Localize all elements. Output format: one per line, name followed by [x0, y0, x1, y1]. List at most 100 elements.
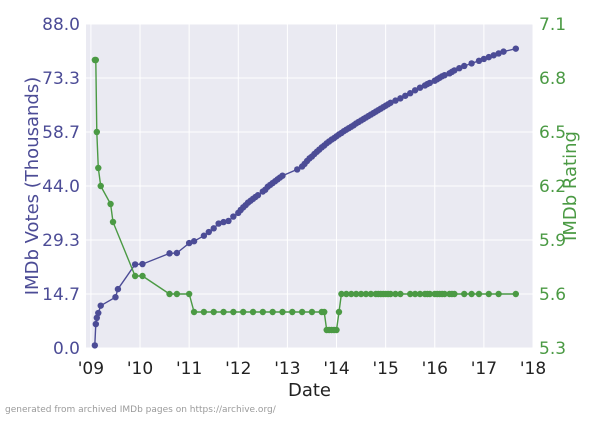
- rating-point: [269, 308, 276, 316]
- rating-point: [397, 290, 404, 298]
- votes-point: [456, 64, 463, 72]
- votes-point: [426, 79, 434, 87]
- votes-point: [91, 342, 99, 349]
- rating-point: [289, 308, 296, 316]
- x-tick-label: '16: [422, 359, 448, 379]
- rating-point: [338, 290, 345, 298]
- rating-point: [200, 308, 208, 316]
- rating-point: [485, 290, 492, 298]
- x-tick-label: '09: [78, 359, 104, 379]
- x-tick-label: '10: [127, 359, 153, 379]
- votes-point: [490, 52, 497, 59]
- votes-point: [254, 192, 262, 199]
- rating-point: [92, 56, 100, 64]
- y2-tick-label: 6.8: [539, 69, 566, 89]
- rating-point: [512, 290, 520, 298]
- votes-point: [512, 45, 520, 52]
- rating-point: [387, 290, 394, 298]
- y-tick-label: 44.0: [42, 177, 80, 197]
- rating-point: [475, 290, 483, 298]
- rating-point: [495, 290, 502, 298]
- votes-point: [397, 95, 404, 102]
- y-tick-label: 0.0: [53, 339, 80, 359]
- y2-tick-label: 5.9: [539, 231, 566, 251]
- votes-point: [114, 285, 122, 293]
- votes-point: [97, 302, 104, 309]
- rating-point: [173, 290, 181, 298]
- votes-point: [185, 239, 193, 247]
- rating-point: [93, 128, 101, 136]
- y2-tick-label: 5.3: [539, 339, 566, 359]
- votes-point: [173, 249, 181, 257]
- votes-point: [166, 250, 173, 257]
- rating-point: [411, 290, 419, 298]
- footer-note: generated from archived IMDb pages on ht…: [5, 405, 276, 415]
- rating-point: [333, 326, 340, 334]
- rating-point: [416, 290, 424, 298]
- x-tick-label: '18: [520, 359, 546, 379]
- votes-point: [416, 84, 424, 91]
- x-tick-label: '17: [471, 359, 497, 379]
- rating-point: [107, 200, 114, 208]
- x-tick-label: '13: [274, 359, 300, 379]
- votes-point: [139, 260, 146, 268]
- votes-point: [480, 55, 488, 63]
- votes-point: [230, 213, 237, 220]
- votes-point: [402, 92, 409, 99]
- x-tick-label: '15: [372, 359, 398, 379]
- votes-point: [392, 97, 399, 104]
- votes-point: [475, 57, 483, 65]
- rating-point: [139, 272, 146, 280]
- y-tick-label: 88.0: [42, 15, 80, 35]
- rating-point: [298, 308, 306, 316]
- votes-point: [205, 228, 213, 236]
- rating-point: [109, 218, 117, 226]
- rating-point: [406, 290, 414, 298]
- votes-point: [485, 53, 492, 61]
- votes-point: [215, 220, 222, 227]
- votes-point: [500, 48, 507, 55]
- rating-point: [308, 308, 316, 316]
- rating-point: [451, 290, 458, 298]
- rating-point: [343, 290, 350, 298]
- rating-point: [461, 290, 468, 298]
- rating-point: [279, 308, 286, 316]
- rating-point: [392, 290, 399, 298]
- votes-point: [210, 225, 217, 232]
- votes-point: [225, 217, 232, 225]
- votes-point: [406, 90, 414, 97]
- votes-point: [495, 50, 502, 57]
- rating-point: [357, 290, 365, 298]
- votes-point: [468, 60, 475, 67]
- votes-point: [441, 71, 448, 79]
- rating-point: [97, 182, 104, 190]
- rating-point: [239, 308, 247, 316]
- y-tick-label: 29.3: [42, 231, 80, 251]
- y2-tick-label: 5.6: [539, 285, 566, 305]
- rating-point: [441, 290, 448, 298]
- votes-point: [411, 87, 419, 94]
- rating-point: [259, 308, 267, 316]
- rating-point: [367, 290, 375, 298]
- x-tick-label: '14: [323, 359, 349, 379]
- y-tick-label: 58.7: [42, 123, 80, 143]
- rating-point: [95, 164, 102, 172]
- x-tick-label: '12: [225, 359, 251, 379]
- rating-point: [352, 290, 360, 298]
- votes-point: [190, 238, 198, 245]
- votes-point: [387, 99, 394, 106]
- x-axis-label: Date: [288, 380, 331, 401]
- votes-point: [131, 261, 139, 268]
- y-tick-label: 14.7: [42, 285, 80, 305]
- rating-point: [362, 290, 370, 298]
- rating-point: [131, 272, 139, 280]
- votes-point: [92, 320, 100, 328]
- y-axis-label: IMDb Votes (Thousands): [22, 77, 43, 296]
- rating-point: [321, 308, 328, 316]
- y2-tick-label: 7.1: [539, 15, 566, 35]
- votes-point: [112, 293, 119, 301]
- rating-point: [249, 308, 257, 316]
- rating-point: [166, 290, 173, 298]
